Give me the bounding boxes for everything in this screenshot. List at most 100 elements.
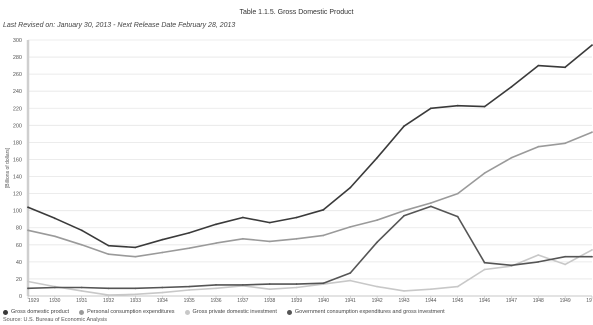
data-point bbox=[27, 287, 29, 290]
data-point bbox=[483, 105, 486, 108]
legend-label: Gross private domestic investment bbox=[192, 309, 277, 315]
data-point bbox=[429, 107, 432, 110]
y-tick-label: 260 bbox=[13, 72, 22, 78]
data-point bbox=[322, 234, 325, 237]
data-point bbox=[80, 229, 83, 232]
data-point bbox=[241, 216, 244, 219]
data-point bbox=[564, 66, 567, 69]
y-axis-label: [Billions of dollars] bbox=[5, 147, 11, 188]
data-point bbox=[53, 235, 56, 238]
legend-item: Government consumption expenditures and … bbox=[286, 309, 445, 315]
x-tick-label: 1946 bbox=[479, 298, 490, 304]
y-tick-label: 220 bbox=[13, 106, 22, 112]
y-tick-label: 200 bbox=[13, 123, 22, 129]
x-tick-label: 1933 bbox=[130, 298, 141, 304]
data-point bbox=[456, 104, 459, 107]
data-point bbox=[295, 237, 298, 240]
data-point bbox=[134, 293, 137, 296]
data-point bbox=[564, 142, 567, 145]
data-point bbox=[403, 289, 405, 292]
data-point bbox=[537, 64, 540, 67]
series-line-gross-private-domestic-investment bbox=[27, 249, 593, 296]
data-point bbox=[349, 186, 352, 189]
data-point bbox=[295, 216, 298, 219]
y-tick-label: 80 bbox=[16, 226, 22, 232]
data-point bbox=[188, 247, 191, 250]
legend-item: Gross domestic product bbox=[3, 309, 69, 315]
data-point bbox=[537, 145, 540, 148]
x-tick-label: 1936 bbox=[210, 298, 221, 304]
x-tick-label: 1939 bbox=[291, 298, 302, 304]
data-point bbox=[27, 206, 29, 209]
y-tick-label: 60 bbox=[16, 243, 22, 249]
data-point bbox=[80, 289, 83, 292]
data-point bbox=[134, 255, 137, 258]
legend: Gross domestic product Personal consumpti… bbox=[3, 309, 445, 315]
data-point bbox=[27, 280, 29, 283]
data-point bbox=[268, 221, 271, 224]
data-point bbox=[241, 284, 244, 286]
data-point bbox=[403, 209, 405, 212]
data-point bbox=[107, 287, 110, 290]
data-point bbox=[591, 131, 593, 134]
series bbox=[27, 44, 593, 297]
data-point bbox=[322, 208, 325, 211]
data-point bbox=[188, 289, 191, 291]
data-point bbox=[295, 286, 298, 289]
data-point bbox=[429, 202, 432, 204]
y-tick-label: 240 bbox=[13, 89, 22, 95]
legend-marker-icon bbox=[286, 309, 292, 315]
data-point bbox=[591, 44, 593, 47]
y-tick-label: 20 bbox=[16, 277, 22, 283]
x-tick-label: 1948 bbox=[533, 298, 544, 304]
legend-marker-icon bbox=[3, 309, 8, 315]
data-point bbox=[483, 261, 486, 264]
legend-item: Personal consumption expenditures bbox=[79, 309, 175, 315]
data-point bbox=[510, 264, 513, 267]
data-point bbox=[161, 251, 164, 254]
data-point bbox=[591, 249, 593, 251]
series-line-government-consumption-expenditures-and-gross-investment bbox=[27, 205, 592, 290]
x-tick-label: 1937 bbox=[237, 298, 248, 304]
x-tick-label: 1945 bbox=[452, 298, 463, 304]
x-tick-label: 1942 bbox=[372, 298, 383, 304]
x-tick-label: 1941 bbox=[345, 298, 356, 304]
y-tick-label: 0 bbox=[19, 294, 22, 300]
data-point bbox=[27, 229, 29, 232]
data-point bbox=[188, 231, 191, 234]
data-point bbox=[188, 285, 191, 288]
data-point bbox=[537, 254, 540, 256]
x-tick-label: 1943 bbox=[398, 298, 409, 304]
y-tick-label: 140 bbox=[13, 175, 22, 181]
data-point bbox=[376, 241, 379, 244]
data-point bbox=[107, 244, 110, 247]
data-point bbox=[80, 243, 83, 246]
data-point bbox=[322, 282, 325, 285]
data-point bbox=[161, 286, 164, 289]
x-tick-label: 1944 bbox=[425, 298, 436, 304]
legend-marker-icon bbox=[79, 309, 85, 315]
data-point bbox=[591, 255, 593, 258]
data-point bbox=[268, 240, 271, 243]
data-point bbox=[403, 214, 405, 217]
data-point bbox=[53, 286, 56, 289]
legend-label: Government consumption expenditures and … bbox=[294, 309, 445, 315]
series-line-personal-consumption-expenditures bbox=[27, 131, 593, 258]
data-point bbox=[537, 260, 540, 263]
y-tick-label: 100 bbox=[13, 209, 22, 215]
series-line-gross-domestic-product bbox=[27, 44, 593, 249]
x-tick-label: 1931 bbox=[76, 298, 87, 304]
data-point bbox=[80, 286, 83, 289]
x-tick-label: 19 bbox=[586, 298, 592, 304]
axes: 0 20 40 60 80 100 120 140 160 180 200 220 240 260 280 3… bbox=[5, 38, 593, 304]
data-point bbox=[376, 156, 379, 159]
data-point bbox=[268, 288, 271, 291]
data-point bbox=[376, 285, 379, 288]
data-point bbox=[564, 263, 567, 266]
x-tick-label: 1935 bbox=[184, 298, 195, 304]
data-point bbox=[349, 279, 352, 282]
data-point bbox=[215, 284, 217, 286]
y-tick-label: 120 bbox=[13, 192, 22, 198]
data-point bbox=[241, 237, 244, 240]
data-point bbox=[349, 272, 352, 274]
